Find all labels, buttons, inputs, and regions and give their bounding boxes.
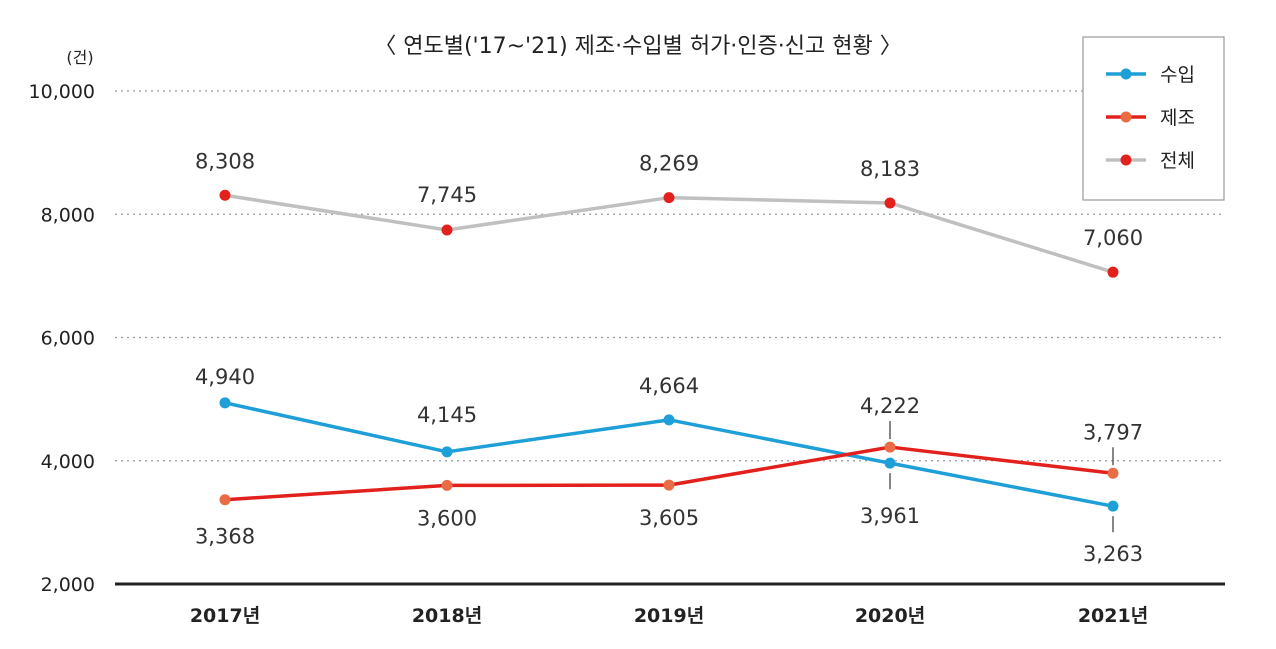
y-axis-unit: (건) bbox=[66, 48, 93, 67]
data-point bbox=[884, 441, 896, 453]
y-tick-label: 4,000 bbox=[41, 451, 95, 473]
x-tick-label: 2019년 bbox=[634, 605, 704, 627]
data-label: 3,600 bbox=[417, 506, 477, 530]
data-label: 8,269 bbox=[639, 152, 699, 176]
y-tick-label: 2,000 bbox=[41, 574, 95, 596]
legend-swatch-marker bbox=[1120, 111, 1132, 123]
data-label: 4,664 bbox=[639, 374, 699, 398]
data-point bbox=[441, 446, 453, 458]
x-tick-label: 2017년 bbox=[190, 605, 260, 627]
data-labels: 4,940 4,145 4,664 3,961 3,263 3,368 3,600 3,605… bbox=[195, 149, 1143, 566]
series-line bbox=[224, 445, 1114, 502]
chart-title: 〈 연도별('17~'21) 제조·수입별 허가·인증·신고 현황 〉 bbox=[374, 34, 901, 59]
legend-label: 수입 bbox=[1160, 64, 1195, 86]
data-label: 8,183 bbox=[860, 157, 920, 181]
legend-label: 전체 bbox=[1160, 150, 1195, 172]
data-point bbox=[219, 494, 231, 506]
legend-label: 제조 bbox=[1160, 107, 1195, 129]
x-tick-label: 2021년 bbox=[1078, 605, 1148, 627]
data-point bbox=[884, 457, 896, 469]
x-axis-ticks: 2017년 2018년 2019년 2020년 2021년 bbox=[190, 605, 1148, 627]
data-label: 3,263 bbox=[1083, 542, 1143, 566]
data-label: 4,940 bbox=[195, 365, 255, 389]
data-point bbox=[1107, 500, 1119, 512]
data-label: 4,145 bbox=[417, 403, 477, 427]
data-point bbox=[663, 192, 675, 204]
y-axis-ticks: 2,000 4,000 6,000 8,000 10,000 bbox=[29, 81, 95, 596]
data-label: 8,308 bbox=[195, 149, 255, 173]
y-tick-label: 8,000 bbox=[41, 204, 95, 226]
data-point bbox=[663, 414, 675, 426]
data-point bbox=[441, 479, 453, 491]
legend-swatch-marker bbox=[1120, 154, 1132, 166]
x-tick-label: 2020년 bbox=[855, 605, 925, 627]
data-label: 7,745 bbox=[417, 183, 477, 207]
data-point bbox=[663, 479, 675, 491]
y-tick-label: 6,000 bbox=[41, 328, 95, 350]
data-label: 3,797 bbox=[1083, 420, 1143, 444]
data-point bbox=[1107, 266, 1119, 278]
series-group bbox=[219, 189, 1119, 512]
x-tick-label: 2018년 bbox=[412, 605, 482, 627]
data-point bbox=[441, 224, 453, 236]
y-tick-label: 10,000 bbox=[29, 81, 95, 103]
data-point bbox=[219, 397, 231, 409]
data-label: 3,368 bbox=[195, 525, 255, 549]
legend-swatch-marker bbox=[1120, 68, 1132, 80]
data-point bbox=[1107, 467, 1119, 479]
data-label: 3,961 bbox=[860, 504, 920, 528]
series-line bbox=[224, 193, 1114, 274]
data-label: 3,605 bbox=[639, 506, 699, 530]
data-label: 4,222 bbox=[860, 394, 920, 418]
data-point bbox=[219, 189, 231, 201]
gridlines bbox=[115, 90, 1225, 586]
legend-box bbox=[1082, 36, 1225, 201]
data-point bbox=[884, 197, 896, 209]
data-label: 7,060 bbox=[1083, 226, 1143, 250]
